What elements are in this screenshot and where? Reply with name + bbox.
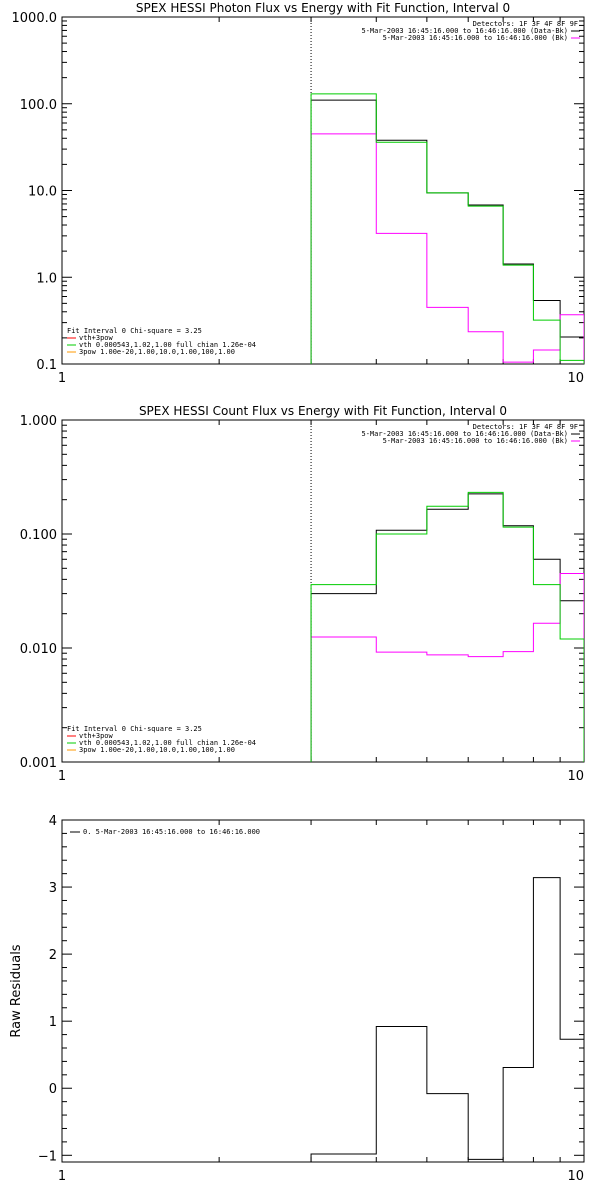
fit-legend-line: 3pow 1.00e-20,1.00,10.0,1.00,100,1.00: [79, 746, 235, 754]
series-line-2: [310, 133, 584, 364]
chart-title: SPEX HESSI Photon Flux vs Energy with Fi…: [136, 1, 510, 15]
fit-legend-line: vth 0.000543,1.02,1.00 full chian 1.26e-…: [79, 341, 256, 349]
info-line: 5-Mar-2003 16:45:16.000 to 16:46:16.000 …: [361, 430, 568, 438]
series-line-1: [310, 493, 584, 762]
plot-frame: [61, 819, 585, 1163]
info-line: Detectors: 1F 3F 4F 8F 9F: [473, 423, 578, 431]
info-line: 5-Mar-2003 16:45:16.000 to 16:46:16.000 …: [383, 437, 568, 445]
fit-legend-line: vth+3pow: [79, 334, 114, 342]
fit-legend-line: Fit Interval 0 Chi-square = 3.25: [67, 725, 202, 733]
x-tick-label: 10: [567, 769, 584, 784]
info-line: 5-Mar-2003 16:45:16.000 to 16:46:16.000 …: [361, 27, 568, 35]
data-area: [310, 877, 584, 1162]
fit-legend-line: 3pow 1.00e-20,1.00,10.0,1.00,100,1.00: [79, 348, 235, 356]
info-line: 5-Mar-2003 16:45:16.000 to 16:46:16.000 …: [383, 34, 568, 42]
series-line-2: [310, 573, 584, 762]
data-area: [310, 93, 584, 364]
data-area: [310, 491, 584, 762]
x-tick-label: 1: [58, 769, 66, 784]
fit-legend-line: vth 0.000543,1.02,1.00 full chian 1.26e-…: [79, 739, 256, 747]
chart-panel-3: 1 10 −1 0 1 2 3 4 Raw Residuals 0. 5-Mar-2003 16:…: [9, 814, 585, 1184]
info-line: Detectors: 1F 3F 4F 8F 9F: [473, 20, 578, 28]
series-line-3: [310, 491, 584, 762]
y-tick-label: 0: [49, 1082, 57, 1097]
series-line-1: [310, 877, 584, 1162]
chart-panel-1: SPEX HESSI Photon Flux vs Energy with Fi…: [12, 1, 585, 386]
series-line-1: [310, 99, 584, 364]
y-tick-label: 2: [49, 948, 57, 963]
legend-entry: 0. 5-Mar-2003 16:45:16.000 to 16:46:16.0…: [83, 828, 260, 836]
x-tick-label: 1: [58, 1169, 66, 1184]
x-tick-label: 1: [58, 371, 66, 386]
y-tick-label: 0.1: [36, 358, 57, 373]
y-tick-label: 3: [49, 881, 57, 896]
y-tick-label: 0.010: [20, 642, 57, 657]
y-tick-label: 0.001: [20, 756, 57, 771]
y-tick-label: −1: [38, 1149, 57, 1164]
series-line-3: [310, 93, 584, 364]
y-axis-label: Raw Residuals: [9, 944, 24, 1037]
x-tick-label: 10: [567, 1169, 584, 1184]
fit-legend-line: vth+3pow: [79, 732, 114, 740]
y-tick-label: 0.100: [20, 528, 57, 543]
y-tick-label: 4: [49, 814, 57, 829]
y-tick-label: 100.0: [20, 98, 57, 113]
x-tick-label: 10: [567, 371, 584, 386]
y-tick-label: 1.0: [36, 271, 57, 286]
chart-panel-2: SPEX HESSI Count Flux vs Energy with Fit…: [20, 404, 585, 784]
plot-frame: [61, 419, 585, 763]
y-tick-label: 1.000: [20, 414, 57, 429]
fit-legend-line: Fit Interval 0 Chi-square = 3.25: [67, 327, 202, 335]
plot-frame: [61, 16, 585, 365]
y-tick-label: 10.0: [28, 185, 57, 200]
y-tick-label: 1: [49, 1015, 57, 1030]
chart-title: SPEX HESSI Count Flux vs Energy with Fit…: [139, 404, 507, 418]
y-tick-label: 1000.0: [12, 11, 58, 26]
